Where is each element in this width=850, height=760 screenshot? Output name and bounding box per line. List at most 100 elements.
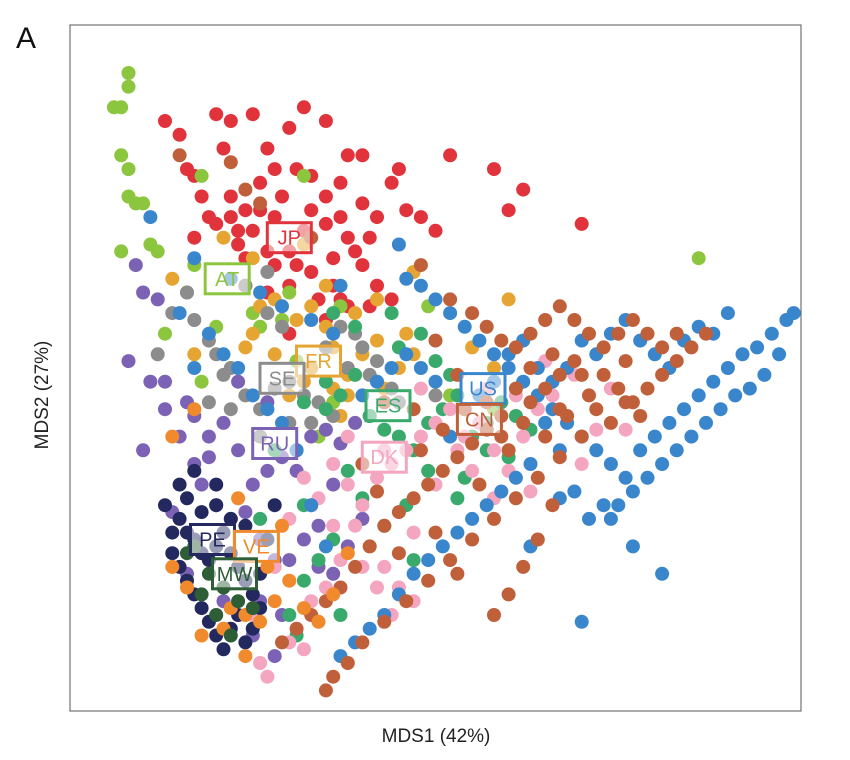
point-es-44 <box>318 374 333 389</box>
point-jp-57 <box>180 162 194 177</box>
point-dk-21 <box>377 559 392 574</box>
point-ru-20 <box>194 477 209 492</box>
point-cn-60 <box>508 491 523 506</box>
point-jp-23 <box>318 189 333 204</box>
point-us-7 <box>333 278 348 293</box>
point-us-45 <box>655 457 670 471</box>
point-cn-27 <box>640 381 655 396</box>
label-box-es <box>364 389 412 423</box>
point-se-17 <box>260 306 275 321</box>
point-jp-29 <box>304 265 319 279</box>
group-label-mw: MW <box>211 557 258 591</box>
point-ve-18 <box>231 491 246 506</box>
point-jp-19 <box>253 175 268 190</box>
point-cn-59 <box>487 511 501 526</box>
point-jp-16 <box>194 189 209 204</box>
point-at-9 <box>114 244 129 259</box>
point-ve-15 <box>238 649 253 664</box>
point-cn-33 <box>508 381 523 396</box>
point-cn-42 <box>377 518 392 533</box>
point-jp-69 <box>362 230 377 245</box>
point-jp-43 <box>370 278 384 293</box>
point-dk-7 <box>413 429 428 444</box>
point-pe-4 <box>223 511 238 526</box>
point-dk-54 <box>340 429 355 444</box>
point-cn-48 <box>289 621 304 636</box>
point-ru-18 <box>348 415 363 430</box>
point-cn-89 <box>574 367 589 382</box>
point-jp-2 <box>209 107 224 122</box>
point-dk-41 <box>465 463 480 478</box>
point-us-46 <box>640 470 655 485</box>
point-fr-16 <box>370 292 384 307</box>
point-dk-36 <box>326 518 341 533</box>
point-cn-21 <box>669 354 684 369</box>
point-cn-39 <box>421 477 436 492</box>
label-text-ve: VE <box>243 536 270 558</box>
point-cn-65 <box>603 415 618 430</box>
point-jp-52 <box>304 203 319 218</box>
label-text-jp: JP <box>278 228 301 250</box>
point-cn-40 <box>406 491 421 506</box>
point-ru-36 <box>201 450 216 465</box>
point-at-26 <box>194 374 209 389</box>
point-us-25 <box>633 443 648 458</box>
point-us-4 <box>275 299 289 314</box>
point-jp-12 <box>501 203 516 218</box>
point-cn-70 <box>516 559 531 574</box>
point-pe-16 <box>245 587 260 602</box>
point-cn-53 <box>355 635 370 650</box>
group-label-fr: FR <box>295 344 342 378</box>
point-ru-9 <box>216 415 231 430</box>
point-pe-6 <box>172 511 187 526</box>
point-us-57 <box>479 498 494 513</box>
point-se-27 <box>150 347 165 362</box>
point-us-10 <box>413 278 428 293</box>
point-ru-16 <box>318 422 333 437</box>
point-us-72 <box>260 402 275 417</box>
point-fr-28 <box>267 347 282 362</box>
point-pe-18 <box>165 546 180 561</box>
point-cn-28 <box>655 367 670 382</box>
point-cn-8 <box>479 319 494 334</box>
label-box-dk <box>360 440 408 474</box>
point-cn-69 <box>530 532 545 547</box>
point-dk-0 <box>296 470 311 485</box>
point-us-6 <box>326 326 341 341</box>
point-us-73 <box>245 388 260 403</box>
point-us-107 <box>655 566 670 581</box>
point-se-0 <box>180 285 194 300</box>
point-jp-5 <box>282 120 297 135</box>
point-jp-53 <box>275 189 289 204</box>
point-dk-31 <box>253 656 268 670</box>
label-text-at: AT <box>215 269 239 291</box>
point-jp-65 <box>216 141 231 156</box>
point-us-75 <box>216 347 231 362</box>
point-se-18 <box>275 319 289 334</box>
point-us-51 <box>567 484 582 499</box>
point-us-61 <box>421 553 436 568</box>
point-cn-96 <box>413 443 428 458</box>
point-cn-91 <box>523 361 538 375</box>
point-at-1 <box>121 79 136 94</box>
point-cn-41 <box>391 505 406 520</box>
point-cn-16 <box>596 340 611 355</box>
point-us-56 <box>494 484 509 499</box>
point-jp-56 <box>201 210 216 225</box>
point-cn-25 <box>611 381 626 396</box>
point-us-48 <box>611 498 626 513</box>
point-jp-68 <box>289 258 304 273</box>
point-us-30 <box>706 374 721 389</box>
point-ve-17 <box>275 518 289 533</box>
point-cn-38 <box>435 463 450 478</box>
point-cn-17 <box>611 326 626 341</box>
point-cn-2 <box>238 182 253 197</box>
point-cn-55 <box>399 594 414 609</box>
point-cn-68 <box>545 498 560 513</box>
point-cn-11 <box>523 326 538 341</box>
point-cn-74 <box>428 525 443 540</box>
point-es-18 <box>413 326 428 341</box>
point-cn-1 <box>223 155 238 170</box>
point-us-13 <box>457 319 472 334</box>
point-fr-22 <box>487 361 501 375</box>
